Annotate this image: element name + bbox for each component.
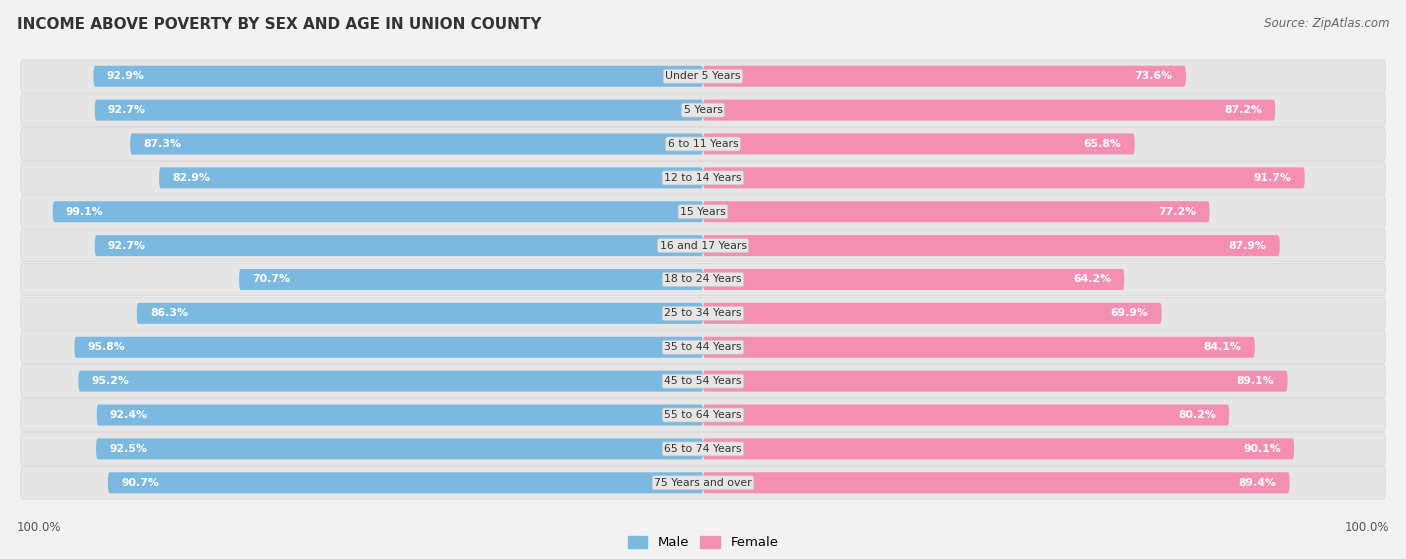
Text: 73.6%: 73.6% (1135, 71, 1173, 81)
Text: 77.2%: 77.2% (1159, 207, 1197, 217)
Legend: Male, Female: Male, Female (623, 530, 783, 555)
Text: 84.1%: 84.1% (1204, 342, 1241, 352)
FancyBboxPatch shape (96, 438, 703, 459)
Text: 95.2%: 95.2% (91, 376, 129, 386)
Text: 18 to 24 Years: 18 to 24 Years (664, 274, 742, 285)
Text: 92.7%: 92.7% (108, 240, 146, 250)
FancyBboxPatch shape (97, 405, 703, 425)
Text: 75 Years and over: 75 Years and over (654, 478, 752, 488)
FancyBboxPatch shape (703, 134, 1135, 154)
FancyBboxPatch shape (159, 167, 703, 188)
FancyBboxPatch shape (703, 66, 1185, 87)
FancyBboxPatch shape (75, 337, 703, 358)
FancyBboxPatch shape (703, 100, 1275, 121)
Text: 69.9%: 69.9% (1111, 309, 1149, 319)
FancyBboxPatch shape (21, 331, 1385, 363)
Text: 5 Years: 5 Years (683, 105, 723, 115)
Text: 16 and 17 Years: 16 and 17 Years (659, 240, 747, 250)
Text: 92.9%: 92.9% (107, 71, 145, 81)
FancyBboxPatch shape (703, 303, 1161, 324)
FancyBboxPatch shape (21, 399, 1385, 432)
FancyBboxPatch shape (21, 365, 1385, 397)
Text: 12 to 14 Years: 12 to 14 Years (664, 173, 742, 183)
FancyBboxPatch shape (703, 438, 1294, 459)
Text: 92.7%: 92.7% (108, 105, 146, 115)
FancyBboxPatch shape (703, 235, 1279, 256)
Text: 90.1%: 90.1% (1243, 444, 1281, 454)
Text: 100.0%: 100.0% (1344, 521, 1389, 534)
Text: 95.8%: 95.8% (87, 342, 125, 352)
FancyBboxPatch shape (21, 94, 1385, 126)
Text: 15 Years: 15 Years (681, 207, 725, 217)
Text: 90.7%: 90.7% (121, 478, 159, 488)
Text: 91.7%: 91.7% (1254, 173, 1292, 183)
FancyBboxPatch shape (93, 66, 703, 87)
FancyBboxPatch shape (703, 167, 1305, 188)
FancyBboxPatch shape (94, 235, 703, 256)
Text: 87.3%: 87.3% (143, 139, 181, 149)
FancyBboxPatch shape (136, 303, 703, 324)
FancyBboxPatch shape (108, 472, 703, 493)
FancyBboxPatch shape (21, 297, 1385, 330)
Text: INCOME ABOVE POVERTY BY SEX AND AGE IN UNION COUNTY: INCOME ABOVE POVERTY BY SEX AND AGE IN U… (17, 17, 541, 32)
Text: 82.9%: 82.9% (172, 173, 209, 183)
FancyBboxPatch shape (21, 263, 1385, 296)
Text: 70.7%: 70.7% (252, 274, 290, 285)
FancyBboxPatch shape (21, 127, 1385, 160)
FancyBboxPatch shape (21, 467, 1385, 499)
Text: 25 to 34 Years: 25 to 34 Years (664, 309, 742, 319)
FancyBboxPatch shape (703, 405, 1229, 425)
Text: 92.5%: 92.5% (110, 444, 148, 454)
Text: 80.2%: 80.2% (1178, 410, 1216, 420)
FancyBboxPatch shape (703, 201, 1209, 222)
Text: 65 to 74 Years: 65 to 74 Years (664, 444, 742, 454)
Text: 64.2%: 64.2% (1073, 274, 1111, 285)
Text: 87.9%: 87.9% (1229, 240, 1267, 250)
Text: Under 5 Years: Under 5 Years (665, 71, 741, 81)
FancyBboxPatch shape (703, 472, 1289, 493)
FancyBboxPatch shape (703, 371, 1288, 392)
FancyBboxPatch shape (53, 201, 703, 222)
FancyBboxPatch shape (239, 269, 703, 290)
FancyBboxPatch shape (21, 196, 1385, 228)
Text: 65.8%: 65.8% (1084, 139, 1122, 149)
Text: 55 to 64 Years: 55 to 64 Years (664, 410, 742, 420)
Text: 6 to 11 Years: 6 to 11 Years (668, 139, 738, 149)
Text: 89.1%: 89.1% (1237, 376, 1274, 386)
FancyBboxPatch shape (21, 162, 1385, 194)
Text: 86.3%: 86.3% (150, 309, 188, 319)
FancyBboxPatch shape (131, 134, 703, 154)
Text: 100.0%: 100.0% (17, 521, 62, 534)
Text: 35 to 44 Years: 35 to 44 Years (664, 342, 742, 352)
Text: 89.4%: 89.4% (1239, 478, 1277, 488)
FancyBboxPatch shape (21, 60, 1385, 92)
FancyBboxPatch shape (94, 100, 703, 121)
FancyBboxPatch shape (21, 229, 1385, 262)
Text: 92.4%: 92.4% (110, 410, 148, 420)
FancyBboxPatch shape (79, 371, 703, 392)
Text: 99.1%: 99.1% (66, 207, 104, 217)
FancyBboxPatch shape (703, 269, 1125, 290)
Text: 87.2%: 87.2% (1225, 105, 1263, 115)
Text: 45 to 54 Years: 45 to 54 Years (664, 376, 742, 386)
FancyBboxPatch shape (21, 433, 1385, 465)
Text: Source: ZipAtlas.com: Source: ZipAtlas.com (1264, 17, 1389, 30)
FancyBboxPatch shape (703, 337, 1254, 358)
